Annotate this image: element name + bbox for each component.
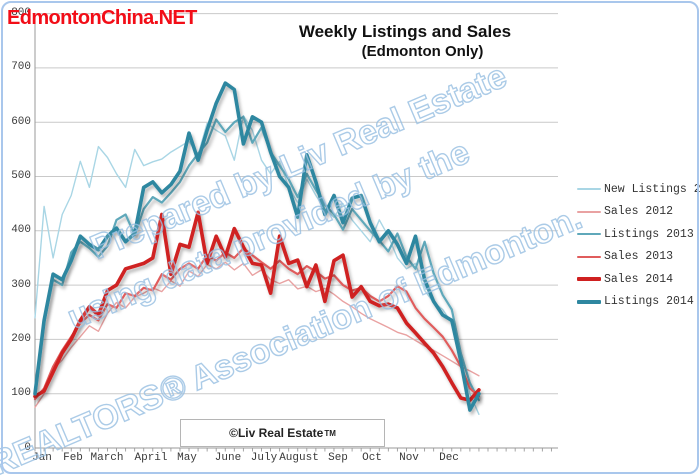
x-tick-label: Jan [32,452,52,464]
y-tick-label: 300 [11,278,31,291]
x-tick-label: Dec [439,452,459,464]
x-tick-label: May [177,452,197,464]
y-tick-label: 100 [11,387,31,400]
legend-item: Listings 2014 [577,291,700,314]
legend-item: Sales 2012 [577,201,700,224]
legend-swatch [577,299,601,304]
y-tick-label: 700 [11,61,31,74]
legend-label: New Listings 2012 [604,182,700,196]
trademark-sup: TM [324,428,336,438]
x-tick-label: March [90,452,124,464]
x-tick-label: June [214,452,242,464]
y-tick-label: 600 [11,115,31,128]
legend-item: Sales 2014 [577,268,700,291]
copyright-text: ©Liv Real Estate [229,426,324,440]
y-tick-label: 500 [11,170,31,182]
chart-title: Weekly Listings and Sales [298,22,512,41]
legend-label: Sales 2012 [604,205,674,219]
legend-swatch [577,233,601,236]
legend-label: Listings 2013 [604,227,694,241]
chart-subtitle: (Edmonton Only) [361,43,484,60]
legend-swatch [577,255,601,258]
legend-label: Listings 2014 [604,295,694,309]
legend-label: Sales 2013 [604,250,674,264]
x-tick-label: Feb [63,452,83,464]
y-tick-label: 400 [11,224,31,237]
legend-swatch [577,210,601,213]
legend-swatch [577,277,601,282]
legend-swatch [577,188,601,191]
x-tick-label: July [250,452,278,464]
series-line [33,115,480,402]
y-tick-label: 0 [24,441,31,454]
x-tick-label: August [279,452,319,464]
legend-item: Listings 2013 [577,223,700,246]
x-tick-label: April [134,452,168,464]
x-tick-label: Oct [362,452,382,464]
x-tick-label: Sep [328,452,348,464]
copyright-box: ©Liv Real Estate TM [180,419,385,447]
site-logo: EdmontonChina.NET [7,7,197,29]
legend-item: Sales 2013 [577,246,700,269]
series-line [33,247,480,401]
y-tick-label: 200 [11,332,31,345]
series-line [34,114,480,415]
series-line [33,210,481,403]
y-tick-label: 800 [11,7,31,20]
legend: New Listings 2012 Sales 2012 Listings 2013… [577,178,700,313]
legend-item: New Listings 2012 [577,178,700,201]
series-line [34,261,480,408]
x-tick-label: Nov [399,452,419,464]
series-line [33,81,481,412]
legend-label: Sales 2014 [604,272,674,286]
